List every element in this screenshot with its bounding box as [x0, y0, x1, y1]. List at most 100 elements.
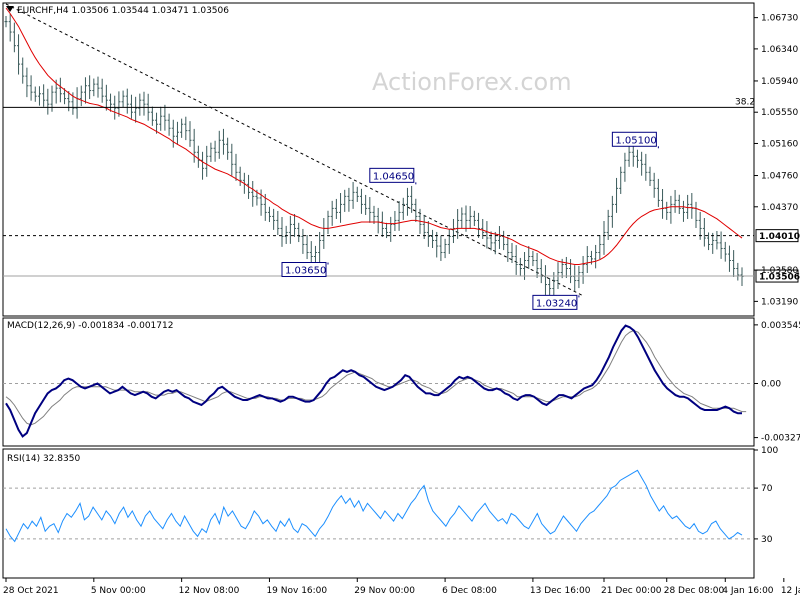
price-bar [138, 93, 142, 116]
rsi-line [5, 469, 743, 543]
price-bar [615, 177, 619, 213]
price-bar [527, 246, 531, 269]
price-bar [209, 142, 213, 162]
macd-ytick-label: -0.003272 [761, 434, 800, 444]
annotation-box [611, 131, 657, 147]
price-ytick-label: 1.05160 [761, 139, 798, 149]
price-bar [623, 152, 627, 182]
price-bar [477, 212, 481, 238]
price-bar [129, 94, 133, 119]
price-bar [481, 218, 485, 240]
price-bar [109, 93, 113, 112]
x-tick-label: 21 Dec 00:00 [601, 586, 662, 596]
price-bar [719, 231, 723, 259]
price-bar [707, 232, 711, 251]
price-bar [221, 128, 225, 155]
price-bar [175, 121, 179, 145]
price-bar [42, 84, 46, 107]
price-bar [79, 85, 83, 107]
x-tick-label: 5 Nov 00:00 [91, 586, 146, 596]
price-bar [372, 205, 376, 224]
price-bar [673, 189, 677, 213]
price-bar [577, 265, 581, 289]
price-bar [25, 67, 29, 98]
price-bar [188, 121, 192, 147]
price-ytick-label: 1.03190 [761, 297, 798, 307]
price-ytick-label: 1.06730 [761, 14, 798, 24]
watermark: ActionForex.com [372, 68, 572, 96]
annotation-box [281, 262, 327, 278]
price-bar [619, 166, 623, 194]
price-bar [12, 22, 16, 53]
price-panel-frame [2, 2, 755, 317]
price-panel-title: EURCHF,H4 1.03506 1.03544 1.03471 1.0350… [17, 6, 229, 16]
price-bar [343, 189, 347, 212]
price-bar [100, 78, 104, 103]
annotation-box [532, 294, 578, 310]
x-tick-label: 12 Nov 08:00 [179, 586, 240, 596]
price-bar [347, 187, 351, 212]
price-bar [334, 198, 338, 219]
price-bar [280, 217, 284, 247]
price-bar [276, 210, 280, 236]
price-bar [364, 194, 368, 215]
price-bar [8, 14, 12, 42]
price-tag-box [755, 269, 799, 283]
price-bar [150, 106, 154, 126]
price-bar [727, 245, 731, 272]
price-bar [125, 88, 129, 114]
price-bar [83, 77, 87, 104]
rsi-ytick-label: 30 [761, 535, 773, 545]
price-bar [33, 86, 37, 102]
price-bar [602, 221, 606, 255]
price-bar [230, 143, 234, 176]
price-bar [46, 88, 50, 115]
price-bar [104, 84, 108, 111]
price-bar [259, 189, 263, 216]
price-bar [318, 231, 322, 264]
price-bar [380, 211, 384, 237]
price-bar [21, 57, 25, 84]
annotation-box [369, 167, 415, 183]
price-bar [29, 75, 33, 101]
price-bar [355, 186, 359, 202]
price-bar [464, 205, 468, 232]
price-bar [284, 225, 288, 244]
price-bar [715, 230, 719, 250]
x-tick-label: 19 Nov 16:00 [266, 586, 327, 596]
price-bar [518, 257, 522, 277]
price-bar [293, 214, 297, 237]
annotation-label: 1.03240 [536, 298, 577, 309]
price-bar [217, 130, 221, 159]
price-bar [167, 113, 171, 136]
annotation-label: 1.05100 [615, 135, 656, 146]
price-ytick-label: 1.06340 [761, 45, 798, 55]
price-bar [426, 221, 430, 247]
price-bar [63, 88, 67, 105]
price-bar [723, 241, 727, 262]
price-bar [702, 218, 706, 247]
price-ytick-label: 1.03580 [761, 266, 798, 276]
price-bar [548, 277, 552, 297]
price-bar [472, 210, 476, 227]
price-bar [401, 197, 405, 220]
price-bar [201, 151, 205, 180]
price-tag-label: 1.04010 [759, 232, 800, 242]
price-bar [389, 216, 393, 242]
price-bar [644, 153, 648, 181]
price-tag-label: 1.03506 [759, 273, 800, 283]
price-bar [159, 106, 163, 131]
x-tick-label: 28 Oct 2021 [3, 586, 59, 596]
price-bar [339, 193, 343, 223]
price-bar [489, 231, 493, 251]
price-bar [648, 166, 652, 186]
price-bar [535, 252, 539, 278]
price-bar [305, 235, 309, 260]
price-bar [669, 195, 673, 224]
price-bar [205, 145, 209, 177]
price-bar [234, 153, 238, 181]
price-bar [460, 207, 464, 228]
annotation-label: 1.03650 [285, 266, 326, 277]
price-bar [359, 188, 363, 214]
